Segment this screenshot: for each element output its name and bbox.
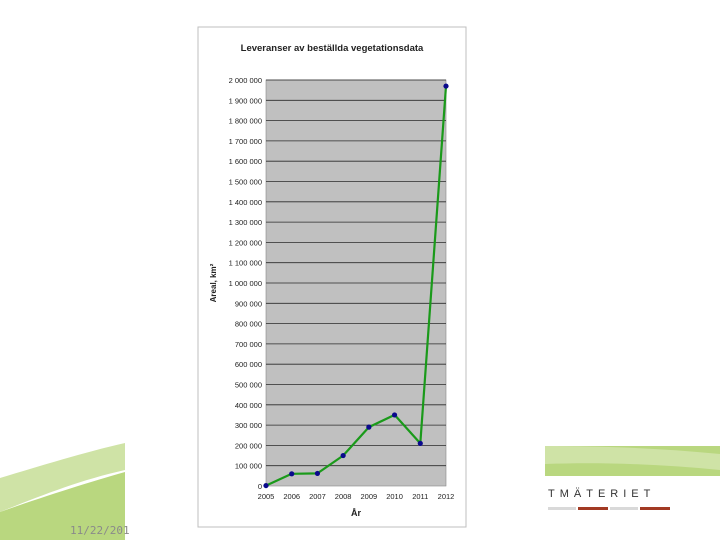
x-tick-label: 2012: [438, 492, 455, 501]
y-tick-label: 800 000: [235, 320, 262, 329]
chart-title: Leveranser av beställda vegetationsdata: [241, 43, 424, 54]
y-tick-label: 600 000: [235, 360, 262, 369]
slide-date: 11/22/201: [70, 524, 130, 537]
data-point: [340, 452, 346, 459]
x-tick-label: 2010: [386, 492, 403, 501]
data-point: [366, 424, 372, 430]
y-tick-label: 100 000: [235, 462, 262, 471]
grid-lines: [266, 79, 446, 467]
data-point: [417, 440, 423, 446]
x-tick-label: 2005: [258, 492, 275, 501]
y-tick-label: 0: [258, 482, 262, 491]
y-axis-label: Areal, km²: [209, 263, 218, 302]
data-point: [314, 470, 321, 477]
y-tick-label: 1 700 000: [229, 137, 262, 146]
x-tick-labels: 2005 2006 2007 2008 2009 2010 2011 2012: [258, 492, 455, 501]
y-tick-label: 400 000: [235, 401, 262, 410]
data-markers: [263, 83, 449, 489]
y-tick-label: 700 000: [235, 340, 262, 349]
y-tick-label: 200 000: [235, 441, 262, 450]
x-tick-label: 2008: [335, 492, 352, 501]
x-tick-label: 2009: [361, 492, 378, 501]
brand-bar-1: [548, 507, 576, 510]
y-tick-label: 1 900 000: [229, 96, 262, 105]
data-point: [391, 412, 398, 418]
green-swoosh-left-mid: [0, 472, 125, 540]
green-swoosh-left-light: [0, 443, 125, 512]
y-tick-labels: 0 100 000 200 000 300 000 400 000 500 000 600 …: [229, 76, 262, 491]
brand-wordmark: TMÄTERIET: [548, 488, 656, 500]
y-tick-label: 1 100 000: [229, 259, 262, 268]
brand-bar-2: [578, 507, 608, 510]
y-tick-label: 1 200 000: [229, 238, 262, 247]
y-tick-label: 500 000: [235, 381, 262, 390]
x-tick-label: 2007: [309, 492, 326, 501]
data-point: [289, 471, 295, 477]
y-tick-label: 1 300 000: [229, 218, 262, 227]
y-tick-label: 2 000 000: [229, 76, 262, 85]
brand-bar-3: [610, 507, 638, 510]
x-tick-label: 2006: [283, 492, 300, 501]
series-line-layer: [265, 86, 448, 487]
data-point: [263, 482, 269, 489]
brand-bar-4: [640, 507, 670, 510]
x-tick-label: 2011: [412, 492, 428, 501]
y-tick-label: 900 000: [235, 299, 262, 308]
y-tick-label: 1 500 000: [229, 178, 262, 187]
x-axis-label: År: [351, 508, 361, 518]
y-tick-label: 1 800 000: [229, 117, 262, 126]
y-tick-label: 1 000 000: [229, 279, 262, 288]
y-tick-label: 1 600 000: [229, 157, 262, 166]
y-tick-label: 1 400 000: [229, 198, 262, 207]
green-band-right-light: [545, 446, 720, 470]
data-point: [443, 83, 449, 89]
y-tick-label: 300 000: [235, 421, 262, 430]
series-line: [265, 86, 448, 487]
